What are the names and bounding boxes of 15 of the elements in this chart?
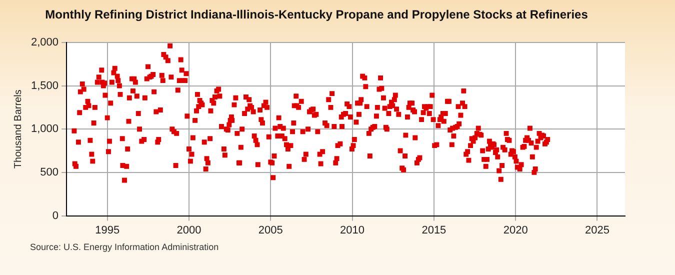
x-tick-label: 2020 bbox=[503, 224, 528, 236]
y-tick-label: 0 bbox=[52, 210, 59, 222]
x-tick-label: 2010 bbox=[340, 224, 365, 236]
x-tick-label: 2015 bbox=[422, 224, 446, 236]
x-tick-label: 2000 bbox=[176, 224, 202, 236]
y-axis-title: Thousand Barrels bbox=[12, 90, 24, 169]
y-tick-label: 500 bbox=[40, 166, 59, 178]
y-tick-label: 2,000 bbox=[30, 36, 59, 48]
x-tick-label: 2005 bbox=[258, 224, 283, 236]
y-tick-label: 1,000 bbox=[30, 123, 59, 136]
x-tick-label: 2025 bbox=[584, 224, 610, 236]
chart-title: Monthly Refining District Indiana-Illinois-Kentucky Propane and Propylene Stocks at Refineries bbox=[45, 8, 588, 22]
x-tick-label: 1995 bbox=[95, 224, 120, 236]
y-tick-label: 1,500 bbox=[30, 80, 59, 92]
source-note: Source: U.S. Energy Information Administration bbox=[30, 242, 219, 252]
